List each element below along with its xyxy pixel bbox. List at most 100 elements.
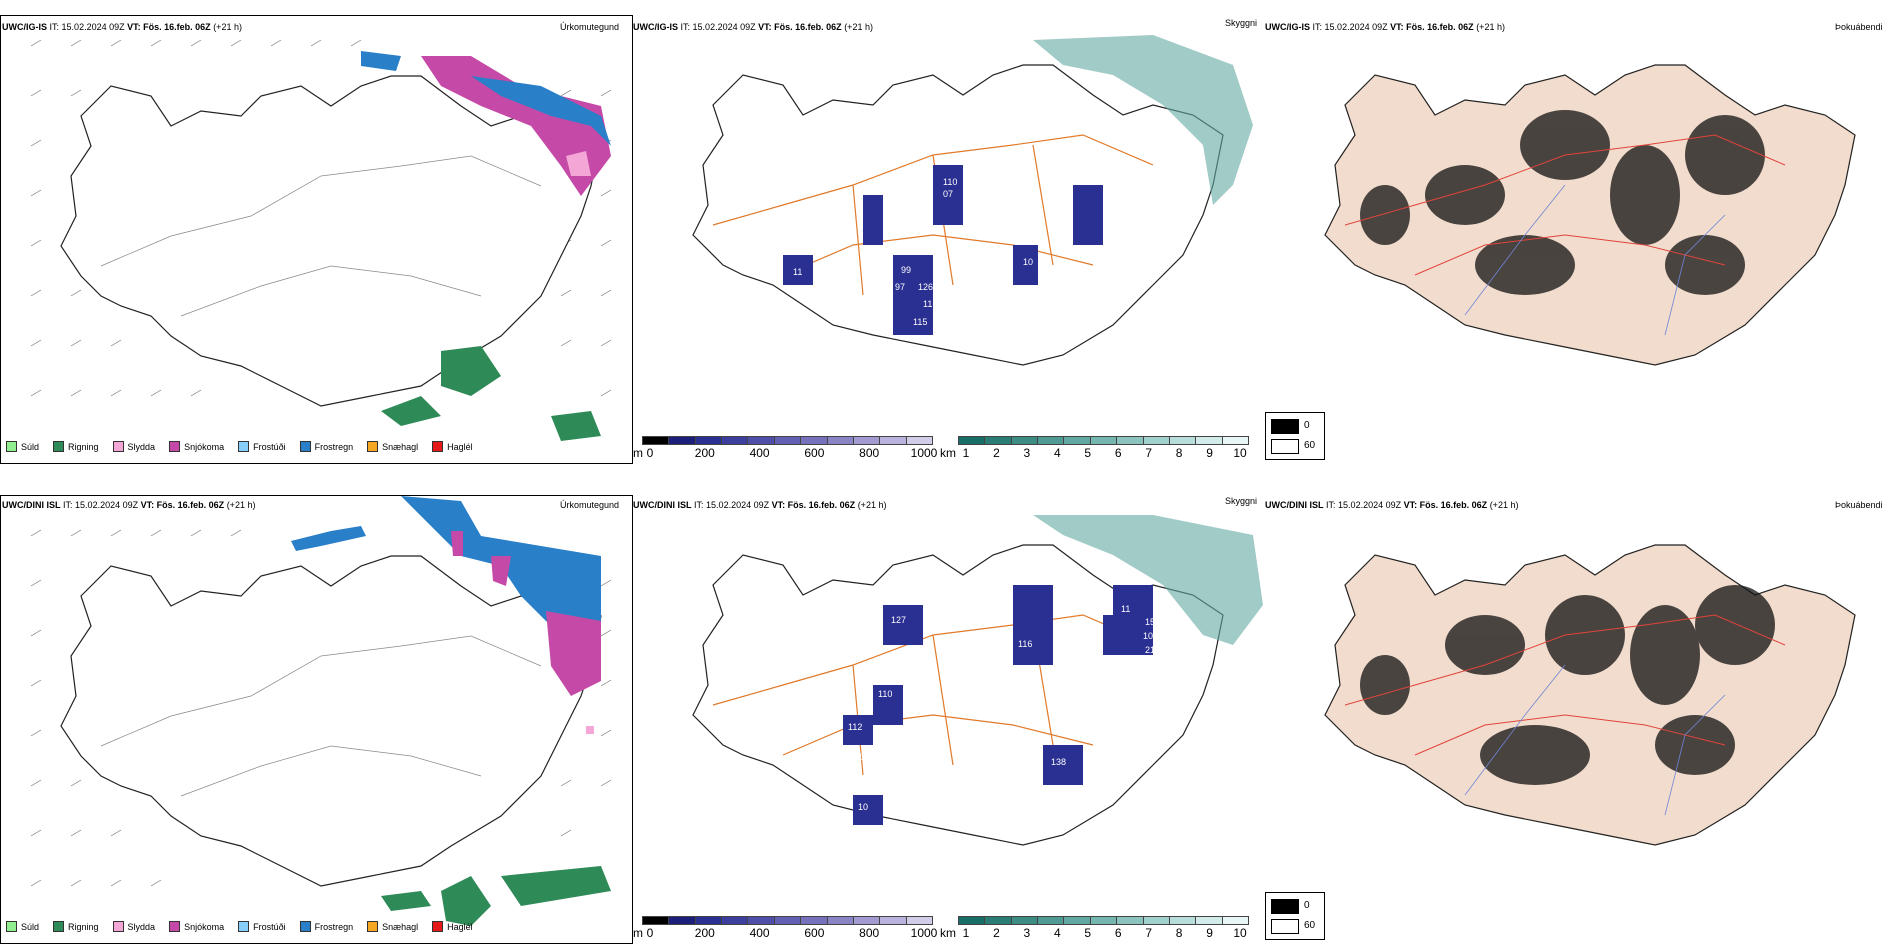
precip-legend-swatch bbox=[367, 441, 379, 452]
freezing-rain-area-2 bbox=[361, 51, 401, 71]
colorbar-tick-label: 5 bbox=[1084, 446, 1092, 460]
colorbar-segment bbox=[1143, 436, 1170, 445]
colorbar-segment bbox=[827, 916, 854, 925]
visibility-km-unit-row1: km bbox=[940, 926, 956, 940]
colorbar-segment bbox=[1038, 916, 1065, 925]
colorbar-segment bbox=[1011, 436, 1039, 445]
low-visibility-cells bbox=[843, 585, 1153, 825]
colorbar-segment bbox=[642, 436, 670, 445]
visibility-km-colorbar-row1 bbox=[958, 916, 1249, 925]
precip-legend-row1: Súld Rigning Slydda Snjókoma Frostúði Frostre… bbox=[6, 921, 487, 932]
colorbar-segment bbox=[1169, 916, 1197, 925]
precip-type-map-row0 bbox=[0, 15, 633, 464]
panel-title-visibility-row0: Skyggni bbox=[1225, 18, 1258, 28]
precip-legend-item: Frostúði bbox=[238, 441, 286, 452]
header-row1-p3: UWC/DINI ISL IT: 15.02.2024 09Z VT: Fös.… bbox=[1265, 500, 1519, 510]
fog-shading bbox=[1360, 585, 1775, 785]
colorbar-segment bbox=[906, 436, 933, 445]
fog-indicator-map-row0 bbox=[1324, 64, 1856, 366]
vis-label: 10 bbox=[1023, 257, 1033, 267]
low-visibility-cells bbox=[783, 165, 1103, 335]
vis-label: 10 bbox=[858, 802, 868, 812]
colorbar-tick-label: 4 bbox=[1053, 926, 1061, 940]
precip-legend-swatch bbox=[299, 921, 311, 932]
snow-area bbox=[451, 531, 601, 696]
visibility-m-unit-row1: m bbox=[633, 926, 643, 940]
colorbar-tick-label: 400 bbox=[749, 446, 770, 460]
fog-indicator-map-row1 bbox=[1324, 544, 1856, 846]
precip-legend-label: Rigning bbox=[68, 921, 99, 932]
precip-type-map-row1 bbox=[0, 495, 633, 944]
vis-label: 127 bbox=[891, 615, 906, 625]
fog-legend-swatch-0 bbox=[1271, 419, 1299, 434]
vis-label: 110 bbox=[878, 689, 892, 699]
precip-legend-item: Slydda bbox=[112, 441, 155, 452]
colorbar-segment bbox=[801, 436, 828, 445]
precip-legend-swatch bbox=[6, 441, 17, 452]
precip-legend-label: Haglél bbox=[447, 441, 473, 452]
colorbar-segment bbox=[880, 436, 907, 445]
vis-label: 112 bbox=[848, 722, 862, 732]
fog-legend-label-60: 60 bbox=[1304, 920, 1316, 931]
panel-title-fog-row1: Þokuábendi bbox=[1835, 500, 1883, 510]
panel-title-visibility-row1: Skyggni bbox=[1225, 496, 1258, 506]
colorbar-tick-label: 200 bbox=[694, 926, 715, 940]
precip-legend-item: Snjókoma bbox=[169, 441, 224, 452]
sleet-dot bbox=[586, 726, 594, 734]
visibility-km-colorbar-row0 bbox=[958, 436, 1249, 445]
precip-legend-item: Súld bbox=[6, 441, 39, 452]
panel-title-precip-row0: Úrkomutegund bbox=[560, 22, 620, 32]
roads bbox=[1344, 134, 1786, 276]
precip-legend-item: Rigning bbox=[53, 441, 99, 452]
colorbar-segment bbox=[1011, 916, 1039, 925]
rivers bbox=[1464, 664, 1726, 816]
colorbar-segment bbox=[695, 916, 723, 925]
fog-shading bbox=[1360, 110, 1765, 295]
colorbar-segment bbox=[1222, 436, 1249, 445]
panel-title-fog-row0: Þokuábendi bbox=[1835, 22, 1883, 32]
colorbar-segment bbox=[722, 436, 749, 445]
colorbar-segment bbox=[1090, 436, 1118, 445]
header-row0-p3: UWC/IG-IS IT: 15.02.2024 09Z VT: Fös. 16… bbox=[1265, 22, 1505, 32]
colorbar-tick-label: 6 bbox=[1114, 446, 1122, 460]
colorbar-segment bbox=[669, 436, 696, 445]
colorbar-segment bbox=[880, 916, 907, 925]
precip-legend-swatch bbox=[53, 921, 65, 932]
precip-legend-item: Haglél bbox=[432, 921, 473, 932]
colorbar-tick-label: 200 bbox=[694, 446, 715, 460]
precip-legend-item: Snæhagl bbox=[367, 441, 418, 452]
colorbar-tick-label: 3 bbox=[1023, 926, 1031, 940]
colorbar-tick-label: 9 bbox=[1206, 926, 1213, 940]
visibility-km-ticks-row1: 1 2 3 4 5 6 7 8 9 10 bbox=[958, 926, 1248, 940]
precip-legend-swatch bbox=[367, 921, 379, 932]
colorbar-segment bbox=[695, 436, 723, 445]
precip-legend-swatch bbox=[6, 921, 17, 932]
vis-label: 97 bbox=[895, 282, 905, 292]
colorbar-tick-label: 7 bbox=[1145, 446, 1152, 460]
precip-legend-label: Snjókoma bbox=[184, 441, 225, 452]
fog-legend-label-0: 0 bbox=[1304, 420, 1310, 431]
colorbar-tick-label: 2 bbox=[993, 926, 1000, 940]
visibility-m-ticks-row0: 0 200 400 600 800 1000 bbox=[642, 446, 938, 460]
precip-legend-label: Snæhagl bbox=[382, 441, 419, 452]
iceland-coastline bbox=[60, 75, 602, 407]
wind-barbs bbox=[30, 529, 612, 887]
colorbar-tick-label: 8 bbox=[1175, 446, 1183, 460]
precip-legend-swatch bbox=[432, 921, 444, 932]
precip-legend-item: Frostregn bbox=[299, 441, 353, 452]
rain-area bbox=[381, 866, 611, 926]
colorbar-tick-label: 9 bbox=[1206, 446, 1213, 460]
visibility-labels: 110 07 99 126 97 11 115 11 10 bbox=[793, 177, 1033, 327]
vis-label: 115 bbox=[913, 317, 927, 327]
colorbar-segment bbox=[1064, 436, 1091, 445]
precip-legend-item: Rigning bbox=[53, 921, 99, 932]
precip-legend-label: Snjókoma bbox=[184, 921, 225, 932]
vis-label: 116 bbox=[1018, 639, 1032, 649]
visibility-map-row0: 110 07 99 126 97 11 115 11 10 bbox=[692, 35, 1253, 366]
visibility-map-row1: 152 107 11 158 109 210 127 116 127 110 1… bbox=[692, 515, 1263, 846]
precip-legend-label: Frostúði bbox=[253, 441, 286, 452]
colorbar-segment bbox=[1222, 916, 1249, 925]
colorbar-tick-label: 400 bbox=[749, 926, 770, 940]
colorbar-tick-label: 10 bbox=[1233, 926, 1247, 940]
precip-legend-item: Frostregn bbox=[299, 921, 353, 932]
